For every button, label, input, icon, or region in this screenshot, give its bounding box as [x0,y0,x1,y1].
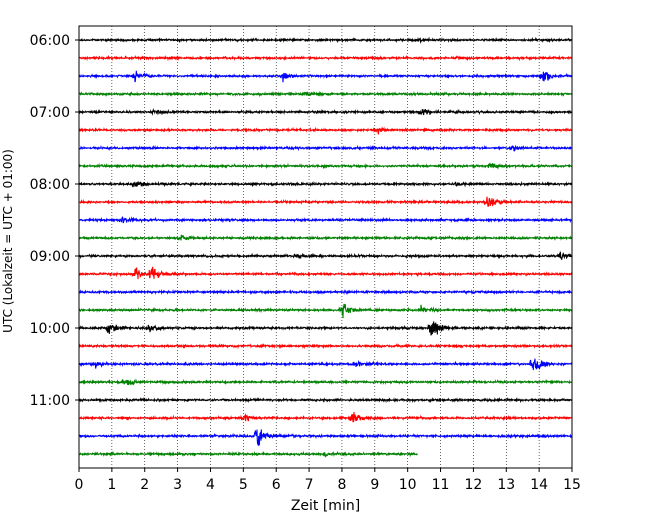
x-tick-label: 13 [497,477,515,493]
trace-0930 [78,288,573,296]
trace-1015 [78,342,573,350]
x-axis-ticks: 0 1 2 3 4 5 6 7 8 9 10 11 12 13 14 15 [75,468,581,493]
x-tick-label: 9 [370,477,379,493]
y-axis-ticks: 06:00 07:00 08:00 09:00 10:00 11:00 [30,33,79,409]
trace-1130 [78,429,573,446]
x-tick-label: 12 [464,477,482,493]
x-tick-label: 11 [432,477,450,493]
x-tick-label: 5 [239,477,248,493]
y-tick-label: 11:00 [30,393,70,409]
x-axis-label: Zeit [min] [291,498,360,514]
plot-frame [78,25,573,469]
trace-0945 [78,303,573,319]
trace-0600 [78,36,573,44]
y-tick-label: 09:00 [30,249,70,265]
trace-0715 [78,126,573,135]
x-tick-label: 0 [75,477,84,493]
trace-1030 [78,358,573,371]
y-tick-label: 07:00 [30,105,70,121]
x-tick-label: 6 [272,477,281,493]
trace-0800 [78,180,573,188]
x-tick-label: 1 [107,477,116,493]
y-tick-label: 10:00 [30,321,70,337]
trace-0700 [78,107,573,116]
trace-0645 [78,90,573,98]
trace-0815 [78,196,573,207]
x-tick-label: 4 [206,477,215,493]
trace-0845 [78,234,573,242]
trace-1100 [78,396,573,404]
x-tick-label: 2 [140,477,149,493]
trace-0630 [78,70,573,83]
x-tick-label: 15 [563,477,581,493]
x-tick-label: 10 [399,477,417,493]
trace-1115 [78,411,573,423]
x-tick-label: 3 [173,477,182,493]
x-tick-label: 7 [305,477,314,493]
trace-0745 [78,162,573,170]
y-axis-label: UTC (Lokalzeit = UTC + 01:00) [1,149,15,333]
trace-0900 [78,251,573,260]
trace-0830 [78,215,573,224]
seismic-traces [78,36,573,459]
x-tick-label: 8 [337,477,346,493]
trace-0730 [78,144,573,152]
trace-1145 [78,450,418,459]
trace-0915 [78,266,573,280]
trace-0615 [78,54,573,62]
trace-1045 [78,378,573,386]
x-tick-label: 14 [530,477,548,493]
trace-1000 [78,321,573,336]
y-tick-label: 06:00 [30,33,70,49]
y-tick-label: 08:00 [30,177,70,193]
